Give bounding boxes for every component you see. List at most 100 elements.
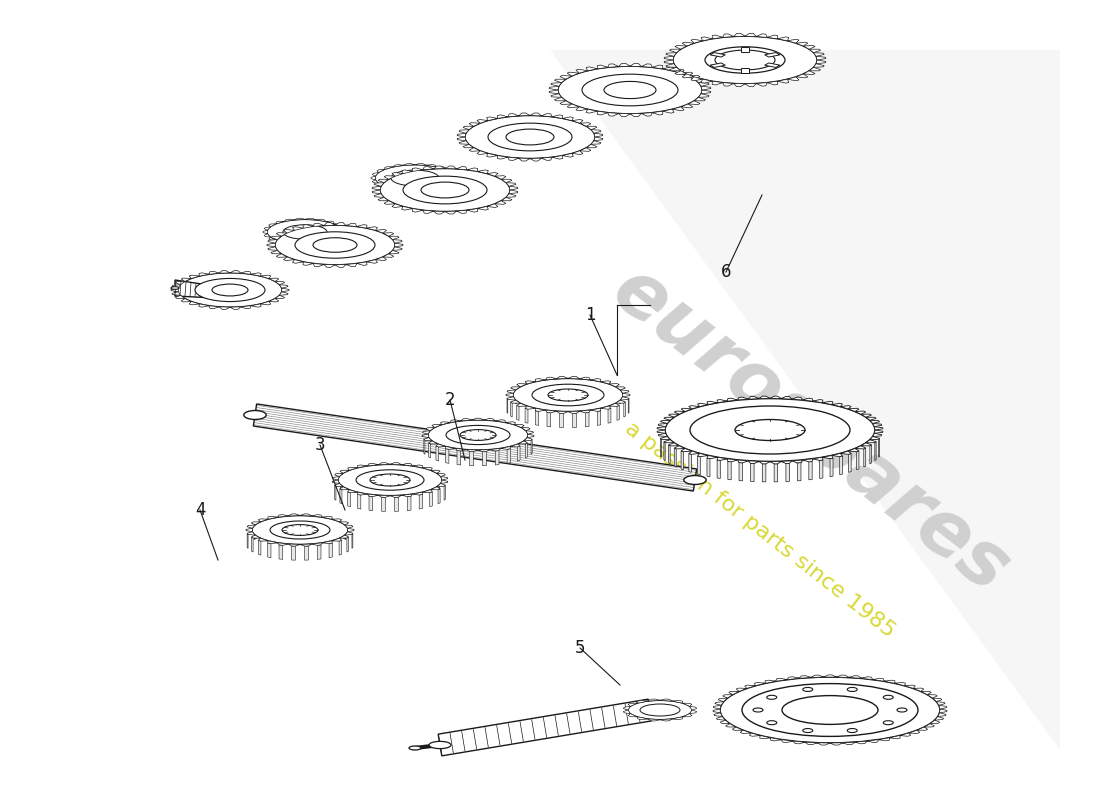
Polygon shape (258, 538, 268, 541)
Polygon shape (810, 67, 821, 71)
Polygon shape (267, 516, 277, 519)
Polygon shape (279, 292, 288, 295)
Polygon shape (507, 449, 510, 463)
Polygon shape (913, 688, 924, 691)
Polygon shape (324, 265, 336, 267)
Polygon shape (788, 39, 799, 43)
Polygon shape (793, 741, 805, 744)
Polygon shape (620, 397, 629, 400)
Polygon shape (374, 194, 384, 198)
Polygon shape (407, 496, 411, 510)
Polygon shape (670, 398, 870, 438)
Polygon shape (939, 709, 947, 713)
Polygon shape (870, 420, 880, 423)
Ellipse shape (390, 170, 439, 186)
Ellipse shape (270, 521, 330, 539)
Ellipse shape (673, 36, 817, 84)
Polygon shape (757, 82, 767, 86)
Polygon shape (517, 403, 527, 406)
Polygon shape (624, 706, 630, 710)
Polygon shape (490, 449, 500, 451)
Ellipse shape (428, 420, 528, 450)
Polygon shape (560, 414, 563, 427)
Polygon shape (666, 53, 676, 56)
Ellipse shape (782, 695, 878, 725)
Ellipse shape (684, 475, 706, 485)
Polygon shape (264, 234, 271, 238)
Polygon shape (267, 243, 275, 247)
Polygon shape (415, 190, 427, 193)
Polygon shape (456, 210, 468, 214)
Polygon shape (727, 398, 738, 402)
Polygon shape (372, 190, 381, 194)
Polygon shape (675, 46, 686, 50)
Polygon shape (451, 173, 458, 176)
Ellipse shape (666, 398, 874, 462)
Polygon shape (461, 418, 472, 421)
Polygon shape (723, 694, 733, 698)
Polygon shape (816, 56, 826, 60)
Polygon shape (855, 411, 866, 414)
Polygon shape (817, 742, 830, 745)
Polygon shape (402, 206, 412, 210)
Polygon shape (770, 738, 781, 741)
Polygon shape (683, 703, 692, 706)
Ellipse shape (212, 284, 248, 296)
Polygon shape (267, 541, 277, 544)
Polygon shape (681, 451, 683, 470)
Ellipse shape (195, 278, 265, 302)
Polygon shape (734, 34, 745, 37)
Polygon shape (422, 210, 433, 214)
Polygon shape (175, 282, 185, 285)
Polygon shape (608, 64, 618, 67)
Polygon shape (874, 430, 883, 434)
Polygon shape (487, 173, 498, 176)
Polygon shape (694, 79, 705, 82)
Polygon shape (591, 408, 601, 411)
Polygon shape (551, 82, 561, 86)
Polygon shape (691, 77, 703, 81)
Ellipse shape (715, 50, 775, 70)
Polygon shape (524, 438, 532, 441)
Polygon shape (672, 701, 683, 703)
Polygon shape (666, 64, 676, 67)
Polygon shape (251, 273, 261, 276)
Polygon shape (384, 201, 395, 204)
Polygon shape (849, 676, 861, 678)
Polygon shape (446, 183, 453, 186)
Polygon shape (701, 90, 711, 94)
Polygon shape (458, 137, 466, 141)
Polygon shape (630, 114, 641, 117)
Polygon shape (209, 271, 219, 274)
Polygon shape (507, 390, 516, 394)
Polygon shape (469, 148, 481, 151)
Polygon shape (422, 430, 430, 434)
Polygon shape (657, 430, 665, 434)
Polygon shape (536, 408, 546, 411)
Polygon shape (637, 701, 648, 703)
Polygon shape (689, 454, 692, 472)
Polygon shape (586, 144, 597, 148)
Polygon shape (597, 65, 608, 69)
Polygon shape (509, 186, 518, 190)
Polygon shape (729, 691, 739, 694)
Polygon shape (341, 465, 440, 489)
Polygon shape (720, 720, 730, 724)
Polygon shape (412, 465, 422, 468)
Ellipse shape (446, 426, 510, 445)
Ellipse shape (803, 687, 813, 691)
Ellipse shape (244, 410, 266, 419)
Polygon shape (521, 427, 530, 430)
Polygon shape (840, 406, 851, 409)
Polygon shape (446, 211, 456, 214)
Polygon shape (258, 540, 261, 555)
Polygon shape (872, 678, 884, 682)
Polygon shape (209, 306, 219, 309)
Polygon shape (438, 699, 652, 756)
Polygon shape (823, 402, 833, 405)
Polygon shape (803, 70, 815, 74)
Polygon shape (572, 150, 583, 154)
Polygon shape (725, 677, 935, 714)
Polygon shape (608, 113, 618, 116)
Polygon shape (778, 37, 789, 41)
